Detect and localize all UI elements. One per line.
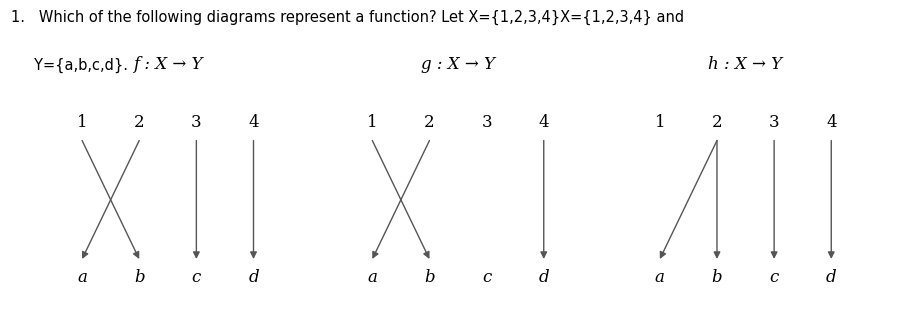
Text: 3: 3 [191,114,201,131]
Text: 3: 3 [482,114,492,131]
Text: 4: 4 [539,114,549,131]
Text: d: d [249,269,258,286]
Text: 4: 4 [826,114,836,131]
Text: 3: 3 [769,114,779,131]
Text: d: d [539,269,549,286]
Text: c: c [769,269,779,286]
Text: b: b [424,269,434,286]
Text: a: a [367,269,377,286]
Text: 4: 4 [249,114,258,131]
Text: 2: 2 [712,114,722,131]
Text: c: c [482,269,492,286]
Text: g : X → Y: g : X → Y [421,56,495,73]
Text: 2: 2 [134,114,144,131]
Text: 1: 1 [367,114,377,131]
Text: 1.   Which of the following diagrams represent a function? Let X={1,2,3,4}X={1,2: 1. Which of the following diagrams repre… [11,10,684,25]
Text: f : X → Y: f : X → Y [133,56,202,73]
Text: d: d [826,269,836,286]
Text: a: a [77,269,87,286]
Text: b: b [134,269,144,286]
Text: a: a [655,269,665,286]
Text: b: b [712,269,722,286]
Text: 1: 1 [655,114,665,131]
Text: 1: 1 [77,114,87,131]
Text: h : X → Y: h : X → Y [708,56,783,73]
Text: 2: 2 [424,114,434,131]
Text: Y={a,b,c,d}.: Y={a,b,c,d}. [11,58,128,73]
Text: c: c [191,269,201,286]
